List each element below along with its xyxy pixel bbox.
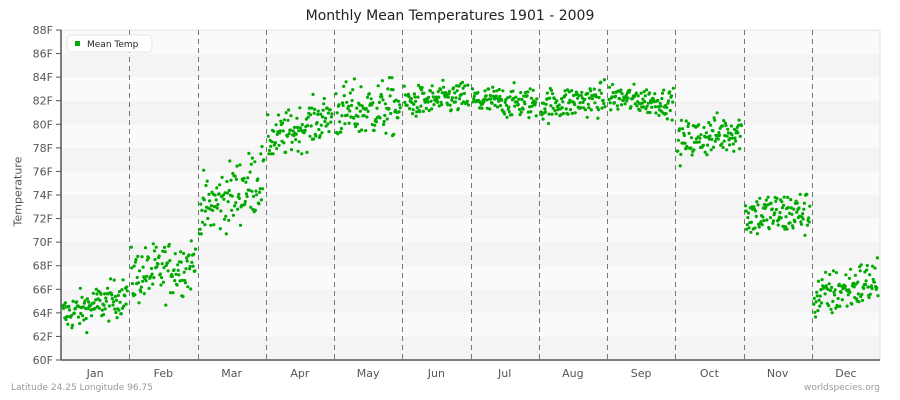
legend-box xyxy=(66,34,153,53)
svg-text:Feb: Feb xyxy=(154,367,173,380)
svg-text:Sep: Sep xyxy=(631,367,652,380)
svg-text:Apr: Apr xyxy=(290,367,310,380)
svg-text:Jan: Jan xyxy=(86,367,104,380)
svg-text:70F: 70F xyxy=(33,236,53,249)
svg-text:68F: 68F xyxy=(33,260,53,273)
svg-text:60F: 60F xyxy=(33,354,53,367)
source-caption: worldspecies.org xyxy=(803,383,880,393)
svg-text:72F: 72F xyxy=(33,213,53,226)
location-caption: Latitude 24.25 Longitude 96.75 xyxy=(11,383,153,393)
svg-text:84F: 84F xyxy=(33,71,53,84)
svg-text:Aug: Aug xyxy=(562,367,583,380)
legend: Mean Temp xyxy=(66,34,153,53)
svg-text:66F: 66F xyxy=(33,283,53,296)
svg-text:74F: 74F xyxy=(33,189,53,202)
svg-text:80F: 80F xyxy=(33,118,53,131)
svg-text:Jul: Jul xyxy=(497,367,511,380)
svg-text:Nov: Nov xyxy=(767,367,789,380)
svg-text:62F: 62F xyxy=(33,330,53,343)
svg-text:86F: 86F xyxy=(33,48,53,61)
svg-text:Mar: Mar xyxy=(221,367,242,380)
grid-bands xyxy=(60,29,881,361)
y-axis-ticks: 60F 62F 64F 66F 68F 70F 72F 74F 76F 78F 80F 82F 84F 8… xyxy=(33,24,61,367)
legend-label: Mean Temp xyxy=(87,40,139,50)
svg-text:Jun: Jun xyxy=(427,367,445,380)
svg-text:May: May xyxy=(357,367,380,380)
month-separators xyxy=(129,30,813,360)
svg-text:Oct: Oct xyxy=(700,367,720,380)
svg-text:78F: 78F xyxy=(33,142,53,155)
svg-text:82F: 82F xyxy=(33,95,53,108)
data-points xyxy=(61,76,880,335)
x-axis-ticks: Jan Feb Mar Apr May Jun Jul Aug Sep Oct Nov Dec xyxy=(86,367,857,380)
legend-swatch-icon xyxy=(75,41,80,46)
svg-text:76F: 76F xyxy=(33,165,53,178)
svg-text:Dec: Dec xyxy=(835,367,856,380)
chart-title: Monthly Mean Temperatures 1901 - 2009 xyxy=(305,8,595,24)
svg-text:88F: 88F xyxy=(33,24,53,37)
svg-text:64F: 64F xyxy=(33,307,53,320)
